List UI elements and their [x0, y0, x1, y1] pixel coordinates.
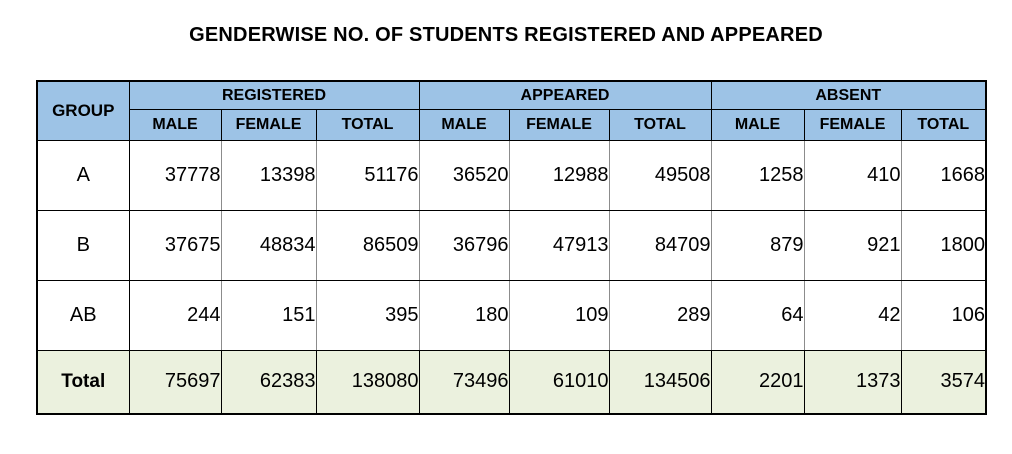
total-cell-absent-female: 1373: [803, 350, 902, 414]
data-cell-appeared-female: 12988: [508, 140, 610, 211]
data-cell-registered-male: 244: [128, 280, 222, 351]
total-cell-appeared-male: 73496: [418, 350, 510, 414]
data-cell-absent-total: 1668: [900, 140, 987, 211]
total-cell-registered-total: 138080: [315, 350, 420, 414]
column-header-absent-total: TOTAL: [900, 109, 987, 141]
total-cell-appeared-total: 134506: [608, 350, 712, 414]
data-cell-registered-total: 395: [315, 280, 420, 351]
data-cell-absent-total: 1800: [900, 210, 987, 281]
table-row-group-a: A 37778 13398 51176 36520 12988 49508 12…: [36, 140, 987, 211]
data-cell-registered-total: 51176: [315, 140, 420, 211]
data-cell-appeared-total: 49508: [608, 140, 712, 211]
column-header-appeared-male: MALE: [418, 109, 510, 141]
column-header-registered-female: FEMALE: [220, 109, 317, 141]
total-cell-registered-male: 75697: [128, 350, 222, 414]
data-cell-registered-total: 86509: [315, 210, 420, 281]
table-row-total: Total 75697 62383 138080 73496 61010 134…: [36, 350, 987, 414]
data-cell-absent-female: 42: [803, 280, 902, 351]
total-cell-absent-male: 2201: [710, 350, 805, 414]
sub-header-row: MALE FEMALE TOTAL MALE FEMALE TOTAL MALE…: [37, 109, 987, 141]
data-cell-registered-female: 13398: [220, 140, 317, 211]
column-header-group: GROUP: [36, 80, 130, 141]
group-label: B: [36, 210, 130, 281]
table-body: A 37778 13398 51176 36520 12988 49508 12…: [36, 140, 987, 414]
total-cell-absent-total: 3574: [900, 350, 987, 414]
table-header: GROUP REGISTERED APPEARED ABSENT MALE FE…: [36, 80, 987, 141]
column-header-appeared-total: TOTAL: [608, 109, 712, 141]
page-title: GENDERWISE NO. OF STUDENTS REGISTERED AN…: [189, 24, 823, 46]
data-cell-absent-male: 1258: [710, 140, 805, 211]
data-cell-absent-male: 64: [710, 280, 805, 351]
data-cell-registered-female: 48834: [220, 210, 317, 281]
table-row-group-ab: AB 244 151 395 180 109 289 64 42 106: [36, 280, 987, 351]
data-cell-appeared-female: 47913: [508, 210, 610, 281]
total-cell-appeared-female: 61010: [508, 350, 610, 414]
genderwise-students-table: GROUP REGISTERED APPEARED ABSENT MALE FE…: [36, 80, 987, 415]
total-label: Total: [36, 350, 130, 414]
data-cell-appeared-male: 180: [418, 280, 510, 351]
section-header-registered: REGISTERED: [128, 80, 420, 110]
table-row-group-b: B 37675 48834 86509 36796 47913 84709 87…: [36, 210, 987, 281]
data-cell-registered-female: 151: [220, 280, 317, 351]
column-header-absent-male: MALE: [710, 109, 805, 141]
data-cell-registered-male: 37778: [128, 140, 222, 211]
data-cell-registered-male: 37675: [128, 210, 222, 281]
data-cell-appeared-male: 36520: [418, 140, 510, 211]
data-cell-absent-total: 106: [900, 280, 987, 351]
data-cell-absent-female: 921: [803, 210, 902, 281]
section-header-row: GROUP REGISTERED APPEARED ABSENT: [36, 80, 987, 141]
data-cell-appeared-male: 36796: [418, 210, 510, 281]
data-cell-appeared-female: 109: [508, 280, 610, 351]
group-label: A: [36, 140, 130, 211]
data-cell-appeared-total: 84709: [608, 210, 712, 281]
section-header-appeared: APPEARED: [418, 80, 712, 110]
column-header-absent-female: FEMALE: [803, 109, 902, 141]
data-cell-absent-female: 410: [803, 140, 902, 211]
total-cell-registered-female: 62383: [220, 350, 317, 414]
group-label: AB: [36, 280, 130, 351]
column-header-registered-total: TOTAL: [315, 109, 420, 141]
section-header-absent: ABSENT: [710, 80, 987, 110]
column-header-appeared-female: FEMALE: [508, 109, 610, 141]
column-header-registered-male: MALE: [128, 109, 222, 141]
data-cell-absent-male: 879: [710, 210, 805, 281]
data-cell-appeared-total: 289: [608, 280, 712, 351]
